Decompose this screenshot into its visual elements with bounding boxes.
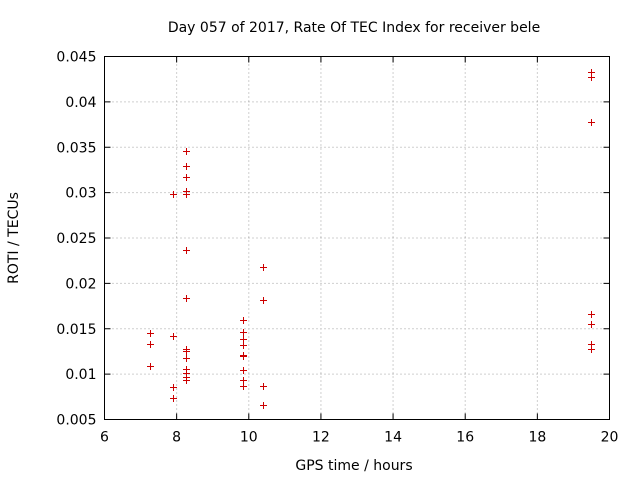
y-tick-label: 0.025 xyxy=(56,231,96,247)
data-point xyxy=(240,342,247,349)
data-point xyxy=(588,321,595,328)
data-point xyxy=(240,377,247,384)
data-point xyxy=(240,329,247,336)
y-tick-label: 0.015 xyxy=(56,322,96,338)
data-point xyxy=(147,341,154,348)
data-point xyxy=(240,317,247,324)
data-point xyxy=(183,191,190,198)
x-tick-label: 16 xyxy=(456,430,474,446)
y-tick-label: 0.02 xyxy=(65,276,96,292)
y-axis-label: ROTI / TECUs xyxy=(6,192,22,284)
data-point xyxy=(183,355,190,362)
data-point xyxy=(240,336,247,343)
data-point xyxy=(183,348,190,355)
data-points xyxy=(147,69,595,409)
x-tick-label: 20 xyxy=(601,430,619,446)
data-point xyxy=(588,346,595,353)
data-point xyxy=(183,163,190,170)
data-point xyxy=(260,297,267,304)
data-point xyxy=(147,363,154,370)
data-point xyxy=(147,330,154,337)
grid-lines xyxy=(104,56,610,420)
x-tick-label: 6 xyxy=(100,430,109,446)
data-point xyxy=(260,264,267,271)
data-point xyxy=(588,74,595,81)
x-axis-label: GPS time / hours xyxy=(295,458,412,474)
x-tick-label: 14 xyxy=(384,430,402,446)
data-point xyxy=(588,119,595,126)
data-point xyxy=(183,295,190,302)
data-point xyxy=(260,383,267,390)
data-point xyxy=(170,333,177,340)
x-tick-label: 10 xyxy=(240,430,258,446)
x-tick-label: 8 xyxy=(172,430,181,446)
data-point xyxy=(183,148,190,155)
data-point xyxy=(183,174,190,181)
chart-title: Day 057 of 2017, Rate Of TEC Index for r… xyxy=(168,20,540,36)
y-tick-label: 0.005 xyxy=(56,413,96,429)
axis-ticks xyxy=(104,56,610,420)
data-point xyxy=(588,311,595,318)
x-tick-label: 18 xyxy=(528,430,546,446)
data-point xyxy=(170,395,177,402)
y-tick-label: 0.035 xyxy=(56,140,96,156)
y-tick-label: 0.01 xyxy=(65,367,96,383)
data-point xyxy=(240,367,247,374)
data-point xyxy=(183,377,190,384)
data-point xyxy=(240,383,247,390)
y-tick-label: 0.04 xyxy=(65,95,96,111)
y-tick-labels: 0.005 0.01 0.015 0.02 0.025 0.03 0.035 0.04 0.04… xyxy=(56,50,96,429)
x-tick-labels: 6 8 10 12 14 16 18 20 xyxy=(100,430,618,446)
data-point xyxy=(240,353,247,360)
data-point xyxy=(170,191,177,198)
y-tick-label: 0.045 xyxy=(56,50,96,66)
x-tick-label: 12 xyxy=(312,430,330,446)
y-tick-label: 0.03 xyxy=(65,186,96,202)
data-point xyxy=(183,247,190,254)
data-point xyxy=(170,384,177,391)
data-point xyxy=(260,402,267,409)
